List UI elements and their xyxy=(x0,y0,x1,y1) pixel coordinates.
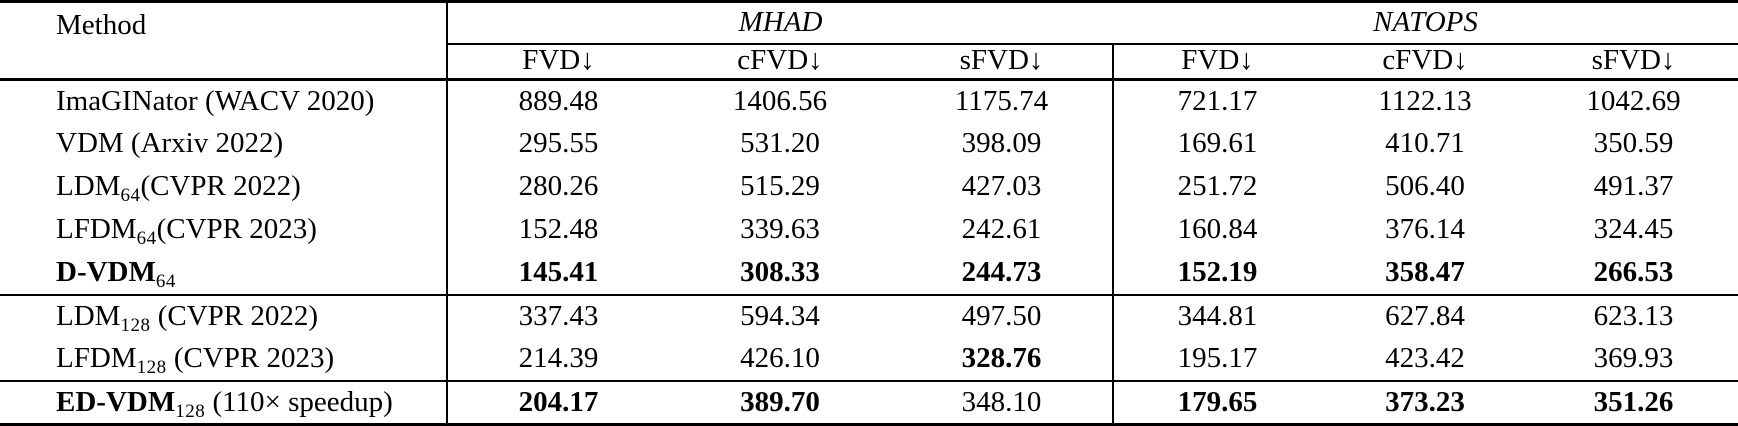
method-name: LDM xyxy=(56,170,121,203)
value-cell: 491.37 xyxy=(1593,170,1674,203)
value-cell: 351.26 xyxy=(1593,385,1674,418)
table-row: ED-VDM128 (110× speedup) 204.17 389.70 348.… xyxy=(0,381,1738,425)
method-name: LFDM xyxy=(56,213,137,246)
value-cell: 594.34 xyxy=(740,300,820,333)
value-cell: 145.41 xyxy=(446,252,669,297)
method-name: D-VDM xyxy=(56,256,156,289)
value-cell: 1122.13 xyxy=(1378,84,1472,117)
value-cell: 242.61 xyxy=(961,213,1042,246)
value-cell: 324.45 xyxy=(1593,213,1674,246)
value-cell: 1175.74 xyxy=(954,84,1049,117)
value-cell: 308.33 xyxy=(669,252,891,297)
value-cell: 427.03 xyxy=(961,170,1042,203)
method-cell: ImaGINator (WACV 2020) xyxy=(0,80,447,123)
metric-header-mhad-cfvd: cFVD↓ xyxy=(669,43,891,81)
value-cell: 152.19 xyxy=(1112,252,1322,297)
value-cell: 339.63 xyxy=(740,213,820,246)
table-row: VDM (Arxiv 2022) 295.55 531.20 398.09 169.61… xyxy=(0,122,1738,166)
method-suffix: (110× speedup) xyxy=(205,385,393,418)
method-suffix: (CVPR 2023) xyxy=(166,342,335,375)
table-header: Method MHAD NATOPS FVD↓ cFVD↓ sFVD↓ FVD↓… xyxy=(0,1,1738,81)
group-title-row: Method MHAD NATOPS xyxy=(0,1,1738,81)
method-suffix: (CVPR 2022) xyxy=(150,300,319,333)
method-name: ImaGINator xyxy=(56,84,198,117)
method-cell: D-VDM64 xyxy=(0,252,447,297)
table-body: ImaGINator (WACV 2020) 889.48 1406.56 1175.… xyxy=(0,79,1738,425)
method-cell: LDM64(CVPR 2022) xyxy=(0,166,447,209)
group-header-natops: NATOPS xyxy=(1113,1,1738,45)
method-cell: VDM (Arxiv 2022) xyxy=(0,123,447,166)
value-cell: 160.84 xyxy=(1112,208,1322,252)
column-header-method: Method xyxy=(0,1,447,81)
method-suffix: (CVPR 2022) xyxy=(140,170,301,203)
method-cell: LFDM128 (CVPR 2023) xyxy=(0,338,447,383)
value-cell: 369.93 xyxy=(1529,338,1738,383)
value-cell: 152.48 xyxy=(446,208,669,252)
method-subscript: 128 xyxy=(136,357,167,379)
value-cell: 1406.56 xyxy=(732,84,828,117)
value-cell: 169.61 xyxy=(1112,122,1322,166)
value-cell: 344.81 xyxy=(1112,295,1322,339)
group-header-mhad: MHAD xyxy=(445,1,1114,45)
value-cell: 280.26 xyxy=(446,165,669,209)
method-name: LDM xyxy=(56,300,121,333)
value-cell: 506.40 xyxy=(1385,170,1465,203)
value-cell: 627.84 xyxy=(1385,300,1465,333)
value-cell: 251.72 xyxy=(1112,165,1322,209)
value-cell: 376.14 xyxy=(1385,213,1465,246)
value-cell: 426.10 xyxy=(669,338,891,383)
table-row: LDM128 (CVPR 2022) 337.43 594.34 497.50 344.… xyxy=(0,295,1738,339)
method-suffix: (WACV 2020) xyxy=(197,84,375,117)
method-suffix: (CVPR 2023) xyxy=(156,213,317,246)
metric-header-mhad-fvd: FVD↓ xyxy=(446,43,669,81)
value-cell: 266.53 xyxy=(1529,252,1738,297)
value-cell: 423.42 xyxy=(1321,338,1530,383)
value-cell: 389.70 xyxy=(740,385,820,418)
metric-header-natops-sfvd: sFVD↓ xyxy=(1529,43,1738,81)
table-row: LDM64(CVPR 2022) 280.26 515.29 427.03 251.72… xyxy=(0,165,1738,209)
value-cell: 373.23 xyxy=(1385,385,1465,418)
value-cell: 410.71 xyxy=(1385,127,1465,160)
method-cell: LDM128 (CVPR 2022) xyxy=(0,295,447,338)
metric-header-natops-fvd: FVD↓ xyxy=(1112,43,1322,81)
value-cell: 195.17 xyxy=(1112,338,1322,383)
method-cell: ED-VDM128 (110× speedup) xyxy=(0,381,447,424)
method-name: ED-VDM xyxy=(56,385,176,418)
value-cell: 204.17 xyxy=(446,381,669,425)
value-cell: 214.39 xyxy=(446,338,669,383)
method-subscript: 64 xyxy=(120,185,141,207)
method-subscript: 128 xyxy=(175,400,206,422)
metric-header-mhad-sfvd: sFVD↓ xyxy=(891,43,1114,81)
method-cell: LFDM64(CVPR 2023) xyxy=(0,209,447,252)
value-cell: 623.13 xyxy=(1593,300,1674,333)
table-row: LFDM64(CVPR 2023) 152.48 339.63 242.61 160.8… xyxy=(0,208,1738,252)
value-cell: 531.20 xyxy=(740,127,820,160)
value-cell: 328.76 xyxy=(891,338,1114,383)
value-cell: 350.59 xyxy=(1593,127,1674,160)
value-cell: 337.43 xyxy=(446,295,669,339)
method-subscript: 64 xyxy=(136,228,157,250)
table-row: LFDM128 (CVPR 2023) 214.39 426.10 328.76 195… xyxy=(0,338,1738,383)
value-cell: 497.50 xyxy=(961,300,1042,333)
value-cell: 358.47 xyxy=(1321,252,1530,297)
value-cell: 179.65 xyxy=(1112,381,1322,425)
value-cell: 295.55 xyxy=(446,122,669,166)
method-name: LFDM xyxy=(56,342,137,375)
value-cell: 1042.69 xyxy=(1586,84,1681,117)
value-cell: 515.29 xyxy=(740,170,820,203)
method-suffix: (Arxiv 2022) xyxy=(123,127,284,160)
value-cell: 348.10 xyxy=(961,385,1042,418)
table-row: ImaGINator (WACV 2020) 889.48 1406.56 1175.… xyxy=(0,79,1738,123)
value-cell: 721.17 xyxy=(1112,79,1322,123)
method-name: VDM xyxy=(56,127,124,160)
method-subscript: 64 xyxy=(155,271,176,293)
value-cell: 889.48 xyxy=(446,79,669,123)
method-subscript: 128 xyxy=(120,315,151,337)
value-cell: 244.73 xyxy=(891,252,1114,297)
table-row: D-VDM64 145.41 308.33 244.73 152.19 358.47 266… xyxy=(0,252,1738,297)
metric-header-natops-cfvd: cFVD↓ xyxy=(1321,43,1530,81)
metric-header-row: FVD↓ cFVD↓ sFVD↓ FVD↓ cFVD↓ sFVD↓ xyxy=(0,43,1738,81)
value-cell: 398.09 xyxy=(961,127,1042,160)
